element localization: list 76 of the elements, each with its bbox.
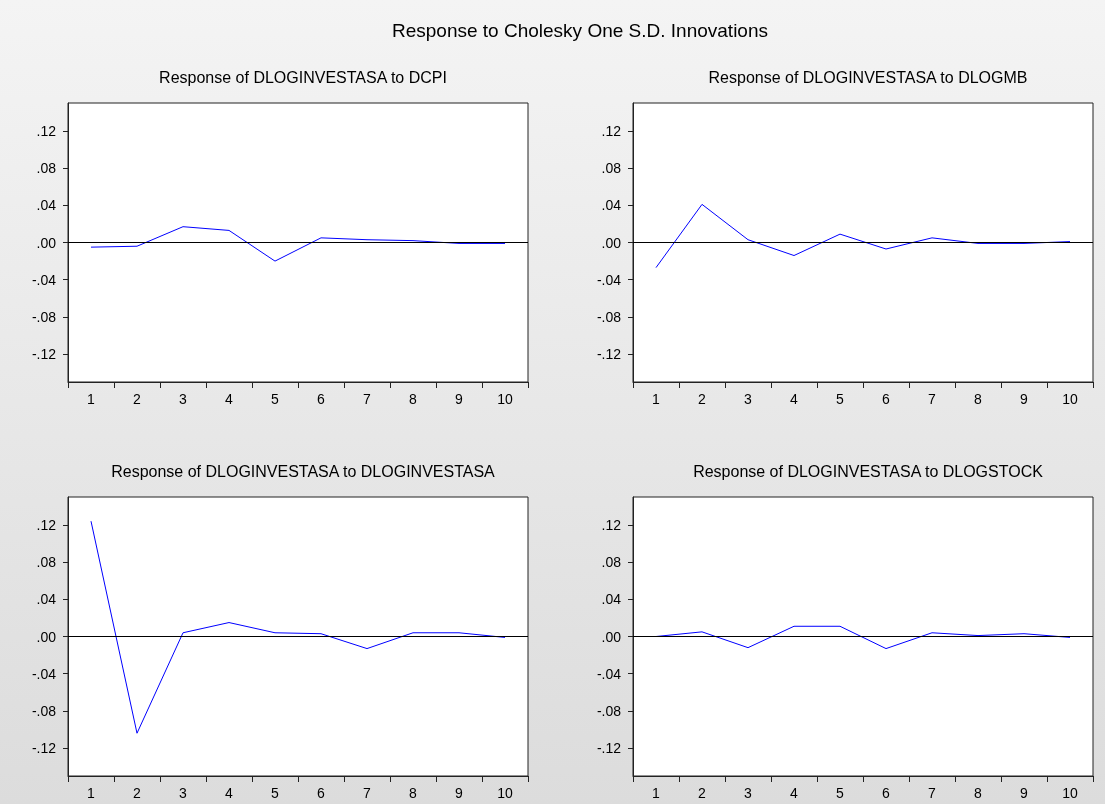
y-tick-label: .12 [36,122,57,139]
x-tick-label: 3 [179,391,188,407]
x-tick-label: 7 [928,391,937,407]
y-tick-label: .08 [601,160,622,177]
x-tick-label: 5 [271,785,280,801]
line-series [90,226,506,262]
x-tick-label: 7 [363,785,372,801]
y-tick-label: .04 [601,591,622,608]
chart-title: Response of DLOGINVESTASA to DLOGMB [708,68,1028,86]
x-tick-label: 8 [974,391,983,407]
x-tick-label: 9 [1020,391,1029,407]
y-tick-label: -.12 [596,740,622,757]
x-tick-label: 10 [497,785,513,801]
x-tick-label: 4 [225,785,234,801]
y-tick-label: -.08 [596,702,622,719]
x-tick-label: 3 [744,391,753,407]
y-tick-label: -.04 [596,665,622,682]
x-tick-label: 7 [363,391,372,407]
x-tick-label: 3 [744,785,753,801]
x-tick-label: 10 [1062,391,1078,407]
x-tick-label: 1 [652,391,661,407]
y-tick-label: .08 [36,554,57,571]
y-tick-label: -.12 [596,346,622,363]
x-tick-label: 8 [409,391,418,407]
y-tick-label: -.04 [31,271,57,288]
x-tick-label: 6 [882,391,891,407]
x-tick-label: 6 [317,391,326,407]
x-tick-label: 1 [87,785,96,801]
x-tick-label: 4 [790,391,799,407]
y-tick-label: -.12 [31,346,57,363]
y-tick-label: -.04 [596,271,622,288]
x-tick-label: 9 [455,785,464,801]
x-tick-label: 4 [225,391,234,407]
y-tick-label: .04 [36,197,57,214]
x-tick-label: 3 [179,785,188,801]
y-tick-label: .12 [36,516,57,533]
y-tick-label: .00 [601,234,622,251]
chart-title: Response of DLOGINVESTASA to DLOGINVESTASA [111,462,496,480]
text: Response to Cholesky One S.D. Innovations [391,20,769,42]
x-tick-label: 6 [317,785,326,801]
y-tick-label: .04 [601,197,622,214]
y-tick-label: -.04 [31,665,57,682]
y-tick-label: -.08 [31,702,57,719]
x-tick-label: 4 [790,785,799,801]
x-tick-label: 1 [87,391,96,407]
x-tick-label: 9 [455,391,464,407]
y-tick-label: .12 [601,516,622,533]
y-tick-label: .00 [601,628,622,645]
y-tick-label: .00 [36,628,57,645]
x-tick-label: 8 [409,785,418,801]
x-tick-label: 5 [836,785,845,801]
chart-title: Response of DLOGINVESTASA to DLOGSTOCK [693,462,1044,480]
x-tick-label: 2 [133,391,142,407]
x-tick-label: 5 [271,391,280,407]
y-tick-label: -.08 [596,308,622,325]
y-tick-label: -.12 [31,740,57,757]
line-series [655,203,1071,269]
y-tick-label: -.08 [31,308,57,325]
y-tick-label: .08 [36,160,57,177]
x-tick-label: 6 [882,785,891,801]
y-tick-label: .12 [601,122,622,139]
y-tick-label: .08 [601,554,622,571]
x-tick-label: 1 [652,785,661,801]
x-tick-label: 8 [974,785,983,801]
x-tick-label: 10 [497,391,513,407]
y-tick-label: .04 [36,591,57,608]
x-tick-label: 10 [1062,785,1078,801]
x-tick-label: 5 [836,391,845,407]
x-tick-label: 2 [698,391,707,407]
x-tick-label: 2 [698,785,707,801]
chart-title: Response of DLOGINVESTASA to DCPI [159,68,447,86]
x-tick-label: 2 [133,785,142,801]
y-tick-label: .00 [36,234,57,251]
line-series [90,520,506,734]
x-tick-label: 9 [1020,785,1029,801]
x-tick-label: 7 [928,785,937,801]
